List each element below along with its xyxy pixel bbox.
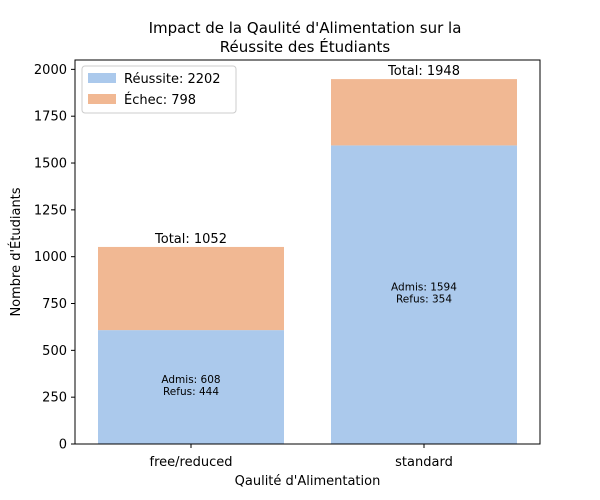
- bar-reussite-1: [331, 145, 517, 445]
- total-labels-group: Total: 1052 Total: 1948: [154, 64, 460, 247]
- y-tick-label: 750: [42, 297, 67, 312]
- legend-entry: Échec: 798: [124, 92, 196, 108]
- y-tick-label: 1000: [34, 250, 67, 265]
- chart-title: Impact de la Qaulité d'Alimentation sur …: [149, 19, 462, 56]
- y-axis: 0 250 500 750 1000 1250 1500 1750 2000: [34, 63, 75, 453]
- legend-swatch: [88, 94, 116, 104]
- chart-title-line: Réussite des Étudiants: [220, 37, 391, 56]
- y-tick-label: 1750: [34, 110, 67, 125]
- admis-label: Admis: 1594: [391, 282, 457, 294]
- total-label: Total: 1948: [387, 64, 460, 79]
- legend-swatch: [88, 73, 116, 83]
- y-axis-label: Nombre d'Étudiants: [8, 187, 24, 316]
- legend: Réussite: 2202 Échec: 798: [81, 65, 237, 114]
- y-tick-label: 250: [42, 391, 67, 406]
- y-tick-label: 1250: [34, 203, 67, 218]
- x-tick-label: standard: [395, 455, 453, 470]
- bars-group: [98, 79, 517, 445]
- legend-box: [81, 65, 237, 114]
- total-label: Total: 1052: [154, 232, 227, 247]
- legend-entry: Réussite: 2202: [124, 72, 221, 87]
- y-tick-label: 2000: [34, 63, 67, 78]
- bar-echec-0: [98, 246, 284, 331]
- y-tick-label: 500: [42, 344, 67, 359]
- refus-label: Refus: 354: [396, 294, 452, 306]
- y-tick-label: 0: [59, 438, 67, 453]
- chart-title-line: Impact de la Qaulité d'Alimentation sur …: [149, 19, 462, 37]
- refus-label: Refus: 444: [163, 386, 219, 398]
- y-tick-label: 1500: [34, 157, 67, 172]
- x-tick-label: free/reduced: [150, 455, 233, 470]
- x-axis: free/reduced standard: [150, 444, 453, 470]
- admis-label: Admis: 608: [161, 374, 220, 386]
- bar-echec-1: [331, 79, 517, 146]
- plot-frame: [74, 59, 541, 445]
- bar-reussite-0: [98, 330, 284, 444]
- x-axis-label: Qaulité d'Alimentation: [235, 474, 381, 489]
